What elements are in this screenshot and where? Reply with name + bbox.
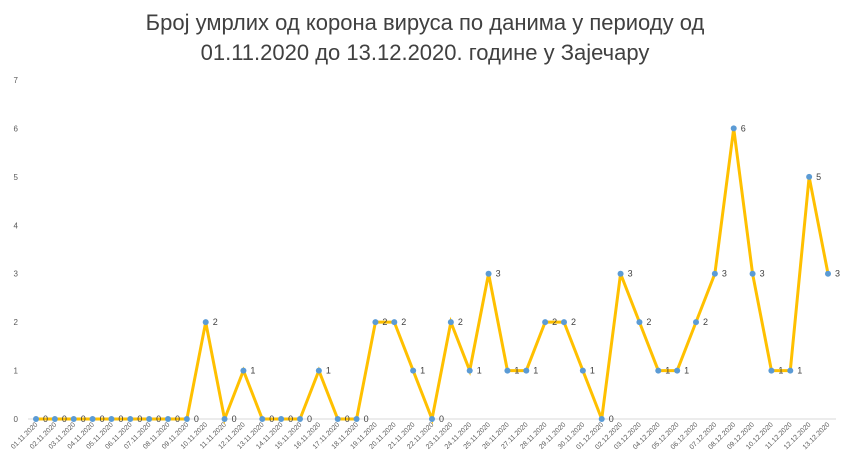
data-point (202, 319, 209, 326)
data-label: 5 (816, 172, 821, 182)
data-point (108, 416, 115, 422)
data-point (221, 416, 228, 422)
y-tick-label: 0 (14, 415, 19, 424)
data-point (711, 270, 718, 277)
data-point (825, 270, 831, 277)
data-point (315, 367, 322, 374)
y-tick-label: 4 (14, 221, 19, 230)
data-label: 0 (62, 414, 67, 424)
data-label: 0 (307, 414, 312, 424)
data-point (561, 319, 567, 326)
data-point (127, 416, 134, 422)
data-point (278, 416, 285, 422)
data-point (693, 319, 699, 326)
data-label: 1 (590, 366, 595, 376)
data-point (165, 416, 171, 422)
data-label: 0 (232, 414, 237, 424)
data-label: 2 (213, 317, 218, 327)
data-point (429, 416, 435, 422)
data-point (504, 367, 511, 374)
data-label: 3 (722, 269, 727, 279)
y-tick-label: 6 (14, 124, 19, 133)
data-point (655, 367, 662, 374)
data-label: 3 (760, 269, 765, 279)
data-point (768, 367, 775, 374)
data-point (33, 416, 39, 422)
data-label: 0 (81, 414, 86, 424)
data-label: 2 (552, 317, 557, 327)
chart-title-line-2: 01.11.2020 до 13.12.2020. године у Зајеч… (200, 40, 650, 65)
data-point (806, 173, 813, 180)
data-label: 1 (778, 366, 783, 376)
series-line (36, 128, 830, 425)
data-label: 0 (156, 414, 161, 424)
data-point (259, 416, 266, 422)
data-point (485, 270, 492, 277)
data-point (598, 416, 605, 422)
data-label: 0 (43, 414, 48, 424)
data-label: 1 (326, 366, 331, 376)
data-label: 0 (175, 414, 180, 424)
y-tick-label: 1 (14, 367, 19, 376)
y-tick-label: 5 (14, 173, 19, 182)
data-label: 2 (703, 317, 708, 327)
data-point (466, 367, 473, 374)
data-label: 0 (364, 414, 369, 424)
data-label: 0 (345, 414, 350, 424)
data-label: 0 (137, 414, 142, 424)
data-point (89, 416, 96, 422)
data-label: 1 (514, 366, 519, 376)
data-point (146, 416, 153, 422)
y-tick-label: 2 (14, 318, 19, 327)
data-point (523, 367, 530, 374)
data-point (391, 319, 398, 326)
chart-title-line-1: Број умрлих од корона вируса по данима у… (145, 10, 705, 35)
data-point (542, 319, 549, 326)
data-label: 0 (439, 414, 444, 424)
data-point (70, 416, 77, 422)
data-label: 0 (100, 414, 105, 424)
data-label: 3 (835, 269, 840, 279)
data-point (787, 367, 794, 374)
data-point (183, 416, 190, 422)
data-point (372, 319, 379, 326)
data-point (297, 416, 303, 422)
data-point (240, 367, 247, 374)
data-label: 2 (401, 317, 406, 327)
data-point (353, 416, 360, 422)
data-point (51, 416, 58, 422)
data-label: 1 (684, 366, 689, 376)
data-label: 1 (420, 366, 425, 376)
data-point (674, 367, 681, 374)
data-label: 0 (288, 414, 293, 424)
data-label: 1 (665, 366, 670, 376)
data-label: 2 (571, 317, 576, 327)
data-point (730, 125, 737, 132)
data-label: 3 (496, 269, 501, 279)
data-label: 3 (628, 269, 633, 279)
data-label: 0 (609, 414, 614, 424)
data-point (749, 270, 756, 277)
data-label: 0 (194, 414, 199, 424)
y-tick-label: 3 (14, 270, 19, 279)
data-label: 1 (797, 366, 802, 376)
y-tick-label: 7 (14, 76, 19, 85)
data-point (636, 319, 643, 326)
data-label: 1 (250, 366, 255, 376)
data-label: 2 (646, 317, 651, 327)
data-point (334, 416, 341, 422)
data-label: 2 (382, 317, 387, 327)
data-label: 0 (269, 414, 274, 424)
data-label: 1 (477, 366, 482, 376)
data-label: 2 (458, 317, 463, 327)
data-label: 1 (533, 366, 538, 376)
data-label: 0 (118, 414, 123, 424)
data-point (410, 367, 417, 374)
data-point (447, 319, 454, 326)
data-label: 6 (741, 123, 746, 133)
data-point (579, 367, 586, 374)
data-point (617, 270, 624, 277)
